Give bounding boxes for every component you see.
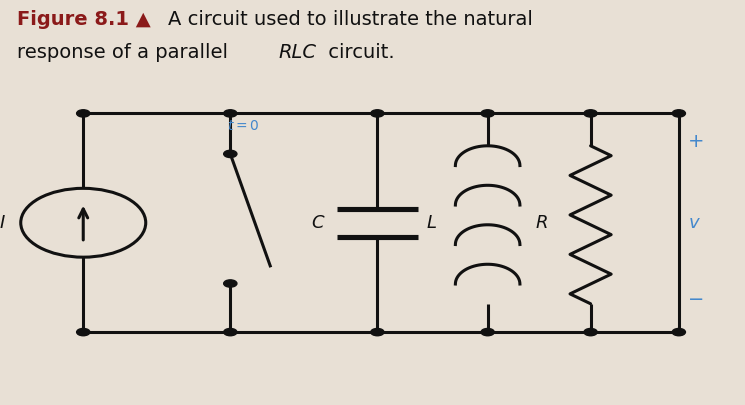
Circle shape (584, 110, 597, 117)
Text: response of a parallel: response of a parallel (17, 43, 235, 62)
Text: circuit.: circuit. (322, 43, 395, 62)
Text: Figure 8.1 ▲: Figure 8.1 ▲ (17, 10, 150, 29)
Circle shape (672, 328, 685, 336)
Text: $t = 0$: $t = 0$ (226, 119, 259, 132)
Circle shape (481, 328, 494, 336)
Circle shape (371, 110, 384, 117)
Circle shape (77, 110, 90, 117)
Text: $R$: $R$ (535, 214, 548, 232)
Circle shape (224, 328, 237, 336)
Circle shape (224, 110, 237, 117)
Text: $I$: $I$ (0, 214, 6, 232)
Text: $L$: $L$ (426, 214, 437, 232)
Text: −: − (688, 290, 704, 309)
Text: A circuit used to illustrate the natural: A circuit used to illustrate the natural (168, 10, 533, 29)
Circle shape (584, 328, 597, 336)
Text: RLC: RLC (278, 43, 316, 62)
Text: $v$: $v$ (688, 214, 700, 232)
Circle shape (224, 150, 237, 158)
Text: $C$: $C$ (311, 214, 326, 232)
Circle shape (481, 110, 494, 117)
Circle shape (224, 280, 237, 287)
Circle shape (371, 328, 384, 336)
Circle shape (672, 110, 685, 117)
Text: +: + (688, 132, 704, 151)
Circle shape (77, 328, 90, 336)
